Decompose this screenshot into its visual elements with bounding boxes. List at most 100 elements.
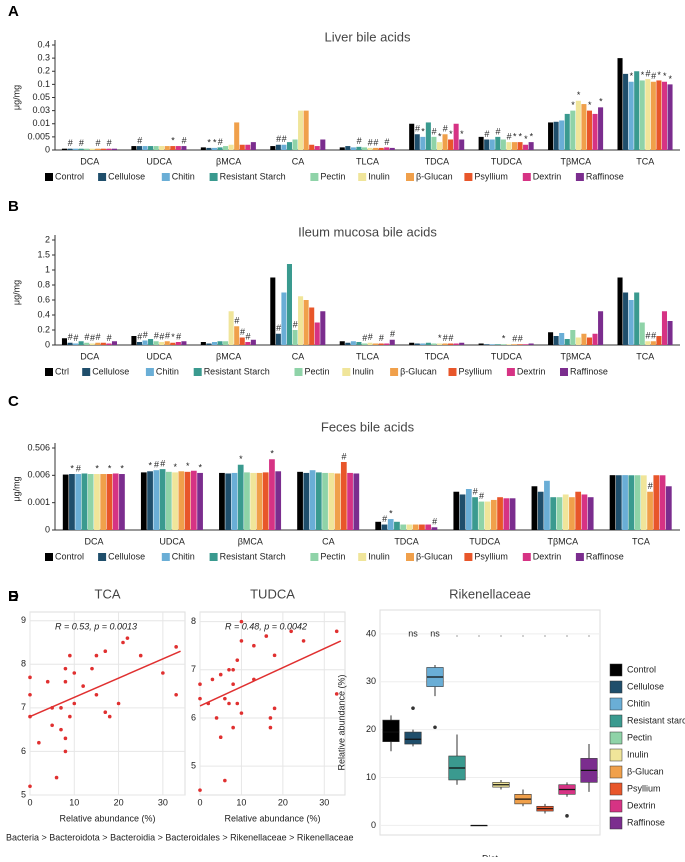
legend-swatch bbox=[448, 368, 457, 376]
bar bbox=[87, 474, 94, 530]
point bbox=[301, 639, 306, 643]
bar bbox=[142, 340, 148, 345]
bar bbox=[448, 139, 454, 150]
bar bbox=[587, 497, 594, 530]
significance: # bbox=[68, 332, 73, 342]
bar bbox=[190, 470, 197, 530]
x-tick-label: TDCA bbox=[394, 536, 419, 546]
bar bbox=[94, 474, 100, 530]
significance: # bbox=[246, 331, 251, 341]
bar bbox=[100, 148, 106, 150]
y-tick-label: 0.05 bbox=[32, 92, 50, 102]
significance: * bbox=[641, 70, 645, 80]
legend-swatch bbox=[310, 553, 319, 561]
legend-label: Psyllium bbox=[474, 171, 508, 181]
bar bbox=[347, 472, 353, 530]
bar bbox=[78, 148, 84, 150]
bar bbox=[309, 144, 315, 150]
y-tick-label: 0.4 bbox=[37, 39, 50, 49]
significance: # bbox=[368, 332, 373, 342]
legend-swatch bbox=[45, 368, 53, 376]
point bbox=[54, 775, 59, 780]
y-axis-label: μg/mg bbox=[11, 476, 21, 501]
point bbox=[198, 682, 202, 687]
fit-line bbox=[199, 640, 342, 707]
point bbox=[103, 710, 108, 715]
chart-title: Feces bile acids bbox=[321, 419, 415, 434]
bar bbox=[503, 498, 510, 530]
legend-swatch bbox=[358, 553, 367, 561]
y-tick-label: 0.1 bbox=[37, 79, 50, 89]
significance: * bbox=[149, 461, 153, 471]
legend-label: β-Glucan bbox=[400, 366, 437, 376]
point bbox=[37, 740, 41, 745]
bar bbox=[178, 471, 185, 530]
bar bbox=[623, 73, 629, 150]
significance: * bbox=[186, 461, 190, 471]
bar bbox=[500, 344, 506, 345]
bar bbox=[250, 472, 257, 530]
bar bbox=[136, 342, 142, 345]
bar bbox=[106, 148, 112, 150]
legend-swatch bbox=[209, 553, 218, 561]
bar bbox=[219, 472, 225, 530]
panel-label: C bbox=[8, 393, 19, 410]
significance: # bbox=[342, 451, 347, 461]
x-tick-label: DCA bbox=[80, 351, 99, 361]
bar bbox=[495, 344, 501, 345]
bar bbox=[353, 473, 360, 530]
point bbox=[231, 725, 235, 730]
significance: * bbox=[449, 129, 453, 139]
bar bbox=[345, 146, 351, 150]
bar bbox=[564, 339, 570, 345]
bar bbox=[478, 501, 485, 530]
bar bbox=[425, 524, 432, 530]
significance: * bbox=[669, 74, 673, 84]
bar bbox=[548, 122, 554, 150]
bar bbox=[170, 146, 176, 150]
significance: * bbox=[513, 132, 517, 142]
bar bbox=[84, 342, 90, 345]
bar bbox=[665, 486, 672, 530]
bar bbox=[148, 146, 154, 150]
point bbox=[218, 735, 223, 740]
bar bbox=[609, 475, 616, 530]
bar bbox=[292, 330, 298, 345]
bar bbox=[570, 330, 576, 345]
bar bbox=[419, 524, 425, 530]
bar bbox=[420, 343, 426, 345]
legend-label: Resistant Starch bbox=[220, 171, 286, 181]
significance: # bbox=[84, 332, 89, 342]
y-tick-label: 0.01 bbox=[32, 118, 50, 128]
bar bbox=[448, 343, 454, 345]
significance: # bbox=[76, 463, 81, 473]
point bbox=[268, 716, 273, 720]
significance: * bbox=[438, 132, 442, 142]
bar bbox=[206, 343, 212, 345]
significance: # bbox=[176, 331, 181, 341]
y-tick-label: 0.6 bbox=[37, 294, 50, 304]
bar bbox=[62, 474, 69, 530]
significance: * bbox=[171, 332, 175, 342]
x-tick-label: UDCA bbox=[146, 156, 172, 166]
legend-swatch bbox=[506, 368, 515, 376]
point bbox=[94, 653, 99, 658]
significance: # bbox=[648, 481, 653, 491]
legend-label: Pectin bbox=[320, 551, 345, 561]
point bbox=[28, 675, 32, 680]
bar bbox=[314, 322, 320, 345]
bar bbox=[245, 144, 251, 150]
significance: * bbox=[199, 462, 203, 472]
bar bbox=[478, 136, 484, 150]
bar bbox=[500, 139, 506, 150]
point bbox=[289, 629, 293, 634]
bar bbox=[147, 471, 153, 530]
bar bbox=[297, 471, 303, 530]
legend-label: Raffinose bbox=[586, 171, 624, 181]
legend-swatch bbox=[161, 173, 170, 181]
y-tick-label: 7 bbox=[21, 702, 26, 712]
bar bbox=[356, 146, 362, 150]
point bbox=[121, 640, 125, 645]
bar bbox=[517, 344, 523, 345]
